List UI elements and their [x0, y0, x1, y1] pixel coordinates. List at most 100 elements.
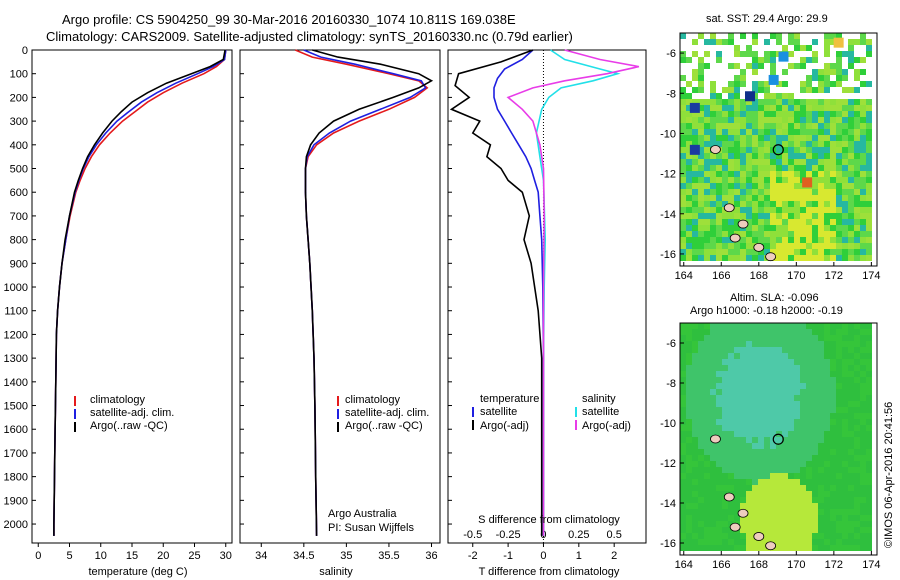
- x-tick-label: -1: [503, 550, 513, 562]
- map-cell: [692, 479, 698, 485]
- map-cell: [698, 111, 704, 117]
- map-cell: [824, 419, 830, 425]
- map-cell: [788, 443, 794, 449]
- map-cell: [734, 51, 740, 57]
- map-cell: [818, 165, 824, 171]
- map-cell: [782, 81, 788, 87]
- map-cell: [824, 533, 830, 539]
- map-cell: [746, 177, 752, 183]
- legend-s-argo: Argo(-adj): [582, 420, 631, 432]
- map-cell: [728, 467, 734, 473]
- map-cell: [698, 129, 704, 135]
- map-x-tick-label: 174: [862, 559, 880, 571]
- map-cell: [758, 521, 764, 527]
- map-cell: [698, 431, 704, 437]
- map-cell: [746, 335, 752, 341]
- map-cell: [740, 401, 746, 407]
- legend-climatology: climatology: [90, 394, 146, 406]
- map-x-tick-label: 170: [787, 559, 805, 571]
- map-cell: [764, 413, 770, 419]
- legend-temperature-heading: temperature: [480, 393, 539, 405]
- map-cell: [692, 473, 698, 479]
- map-cell: [740, 545, 746, 551]
- map-cell: [860, 341, 866, 347]
- map-cell: [854, 153, 860, 159]
- map-cell: [866, 219, 872, 225]
- map-cell: [764, 497, 770, 503]
- map-cell: [758, 461, 764, 467]
- map-cell: [854, 545, 860, 551]
- map-cell: [716, 527, 722, 533]
- map-cell: [698, 503, 704, 509]
- map-cell: [752, 153, 758, 159]
- map-cell: [818, 425, 824, 431]
- map-cell: [812, 509, 818, 515]
- header-line2: Climatology: CARS2009. Satellite-adjuste…: [46, 29, 573, 44]
- map-cell: [836, 371, 842, 377]
- map-cell: [866, 99, 872, 105]
- map-cell: [686, 389, 692, 395]
- map-cell: [842, 491, 848, 497]
- map-cell: [800, 201, 806, 207]
- map-cell: [752, 63, 758, 69]
- map-cell: [728, 395, 734, 401]
- x-tick-label: 0: [540, 550, 546, 562]
- map-cell: [689, 102, 700, 113]
- map-cell: [860, 443, 866, 449]
- map-cell: [824, 497, 830, 503]
- map-cell: [734, 99, 740, 105]
- map-cell: [824, 147, 830, 153]
- map-cell: [710, 347, 716, 353]
- map-cell: [728, 419, 734, 425]
- map-cell: [830, 365, 836, 371]
- depth-tick-label: 400: [10, 140, 28, 152]
- x-tick-label: 34: [255, 550, 267, 562]
- map-cell: [770, 365, 776, 371]
- map-cell: [818, 81, 824, 87]
- map-cell: [782, 401, 788, 407]
- map-cell: [854, 407, 860, 413]
- map-cell: [812, 533, 818, 539]
- map-cell: [866, 195, 872, 201]
- map-cell: [830, 141, 836, 147]
- map-cell: [734, 189, 740, 195]
- map-cell: [704, 225, 710, 231]
- map-cell: [842, 425, 848, 431]
- map-cell: [692, 51, 698, 57]
- map-cell: [812, 443, 818, 449]
- map-cell: [746, 407, 752, 413]
- map-cell: [728, 347, 734, 353]
- map-cell: [836, 491, 842, 497]
- map-cell: [866, 117, 872, 123]
- map-cell: [740, 479, 746, 485]
- map-cell: [866, 135, 872, 141]
- annotation-pi: PI: Susan Wijffels: [328, 522, 414, 534]
- map-cell: [824, 455, 830, 461]
- map-cell: [806, 201, 812, 207]
- map-cell: [722, 521, 728, 527]
- map-cell: [680, 377, 686, 383]
- map-cell: [860, 105, 866, 111]
- map-cell: [752, 219, 758, 225]
- map-cell: [776, 147, 782, 153]
- map-cell: [830, 147, 836, 153]
- map-cell: [830, 527, 836, 533]
- map-cell: [824, 153, 830, 159]
- map-cell: [680, 183, 686, 189]
- map-cell: [764, 189, 770, 195]
- map-cell: [752, 365, 758, 371]
- map-cell: [740, 231, 746, 237]
- map-cell: [758, 407, 764, 413]
- map-cell: [794, 443, 800, 449]
- map-cell: [776, 93, 782, 99]
- map-cell: [806, 527, 812, 533]
- map-x-tick-label: 166: [712, 270, 730, 282]
- depth-tick-label: 500: [10, 164, 28, 176]
- map-cell: [722, 437, 728, 443]
- map-cell: [704, 461, 710, 467]
- map-cell: [686, 461, 692, 467]
- map-cell: [806, 87, 812, 93]
- map-cell: [788, 237, 794, 243]
- map-cell: [686, 527, 692, 533]
- map-cell: [746, 213, 752, 219]
